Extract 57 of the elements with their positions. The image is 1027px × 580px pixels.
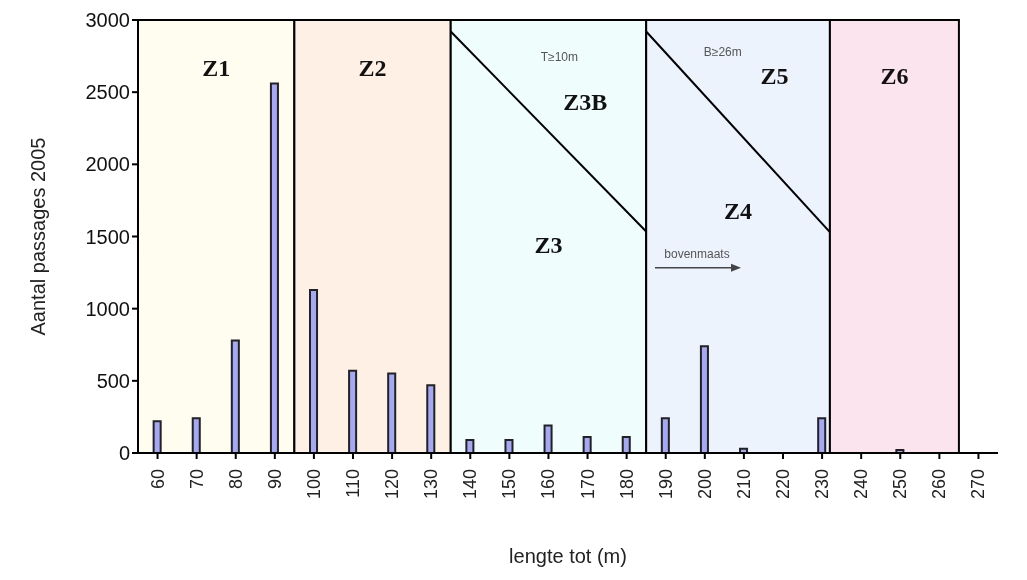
band-label: Z1 (202, 54, 231, 81)
x-tick-label: 120 (382, 469, 403, 500)
x-tick-label: 100 (303, 469, 324, 500)
annotation: Z3B (563, 89, 608, 116)
bar (387, 372, 397, 453)
y-tick-label: 1000 (85, 297, 130, 320)
x-tick-label: 130 (421, 469, 442, 500)
x-tick-label: 180 (616, 469, 637, 500)
y-axis-title: Aantal passages 2005 (27, 137, 50, 336)
x-tick-label: 200 (694, 469, 715, 500)
x-tick-label: 140 (460, 469, 481, 500)
x-tick-label: 240 (851, 469, 872, 500)
bar (426, 384, 436, 453)
bar (504, 439, 514, 453)
x-tick-label: 230 (812, 469, 833, 500)
bar (817, 417, 827, 453)
bar (309, 288, 319, 453)
y-tick-label: 0 (118, 442, 130, 465)
band-label: Z2 (358, 54, 387, 81)
band-label: Z4 (724, 197, 753, 224)
x-axis-title: lengte tot (m) (509, 545, 627, 567)
bar (230, 339, 240, 453)
bar (699, 345, 709, 453)
x-tick-label: 150 (499, 469, 520, 500)
x-tick-label: 80 (225, 469, 246, 490)
x-tick-label: 210 (733, 469, 754, 500)
annotation: T≥10m (540, 49, 579, 64)
x-tick-label: 270 (968, 469, 989, 500)
annotation: B≥26m (703, 45, 742, 60)
x-tick-label: 190 (655, 469, 676, 500)
band-label: Z6 (880, 63, 909, 90)
bar (191, 417, 201, 453)
bar (465, 439, 475, 453)
x-tick-label: 90 (264, 469, 285, 490)
y-tick-label: 2000 (85, 153, 130, 176)
bar (152, 420, 162, 453)
annotation: bovenmaats (664, 246, 730, 261)
x-tick-label: 170 (577, 469, 598, 500)
bar (582, 436, 592, 453)
x-tick-label: 60 (147, 469, 168, 490)
x-tick-label: 220 (773, 469, 793, 500)
x-tick-label: 70 (186, 469, 207, 490)
y-tick-label: 500 (96, 369, 130, 392)
bar (660, 417, 670, 453)
x-tick-label: 260 (929, 469, 950, 500)
x-tick-label: 160 (538, 469, 559, 500)
x-tick-label: 250 (890, 469, 911, 500)
bar (543, 424, 553, 453)
annotation: Z5 (760, 63, 789, 90)
bar (621, 436, 631, 453)
y-tick-label: 3000 (85, 9, 130, 32)
bar (269, 82, 279, 453)
bar (348, 369, 358, 453)
x-tick-label: 110 (343, 469, 363, 498)
y-tick-label: 2500 (85, 81, 130, 104)
band-label: Z3 (534, 232, 563, 259)
y-tick-label: 1500 (85, 225, 130, 248)
